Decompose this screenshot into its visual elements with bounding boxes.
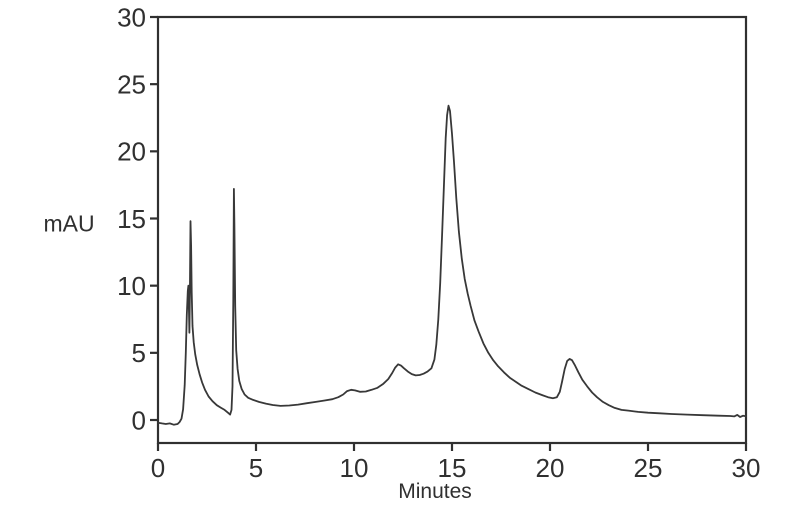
y-tick-label: 25 (117, 70, 146, 100)
x-tick-label: 5 (249, 453, 263, 483)
x-axis-title: Minutes (398, 480, 472, 503)
plot-frame (156, 15, 748, 445)
x-tick-label: 25 (634, 453, 663, 483)
x-tick-label: 30 (732, 453, 761, 483)
y-tick-label: 10 (117, 271, 146, 301)
y-tick-label: 5 (132, 338, 146, 368)
x-tick-label: 20 (536, 453, 565, 483)
y-tick-label: 30 (117, 2, 146, 32)
x-tick-label: 15 (438, 453, 467, 483)
y-tick-label: 15 (117, 204, 146, 234)
x-tick-label: 0 (151, 453, 165, 483)
y-tick-label: 20 (117, 137, 146, 167)
chromatogram-trace (157, 104, 747, 426)
y-tick-label: 0 (132, 405, 146, 435)
y-axis-title: mAU (43, 210, 95, 237)
x-tick-label: 10 (340, 453, 369, 483)
